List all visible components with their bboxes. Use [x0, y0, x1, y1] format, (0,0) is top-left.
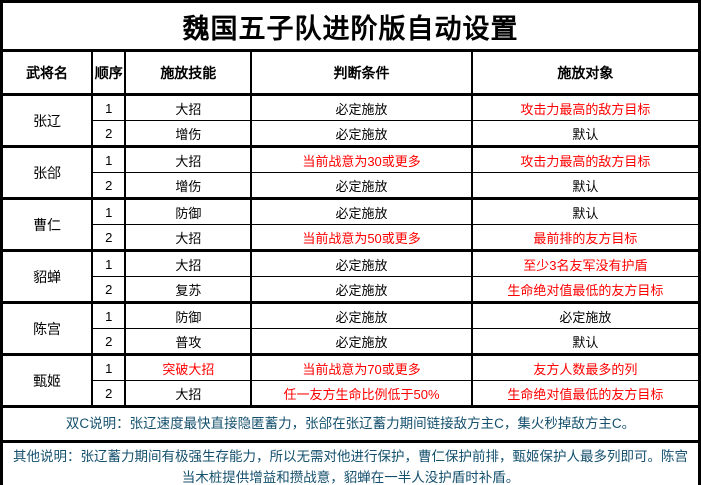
col-header-condition: 判断条件: [250, 49, 473, 96]
order-cell: 1: [91, 301, 127, 329]
target-cell: 友方人数最多的列: [470, 353, 701, 381]
target-cell: 默认: [470, 172, 701, 199]
table-row: 张郃 1 大招 当前战意为30或更多 攻击力最高的敌方目标: [0, 145, 701, 199]
skill-cell: 增伤: [124, 172, 253, 199]
target-cell: 默认: [470, 328, 701, 355]
table-row: 2 大招 当前战意为50或更多 最前排的友方目标: [2, 224, 701, 251]
target-cell: 攻击力最高的敌方目标: [470, 93, 701, 121]
col-header-skill: 施放技能: [124, 49, 253, 96]
general-name: 曹仁: [0, 197, 94, 251]
column-header-row: 武将名 顺序 施放技能 判断条件 施放对象: [0, 49, 701, 96]
table-row: 2 复苏 必定施放 生命绝对值最低的友方目标: [2, 276, 701, 303]
target-cell: 最前排的友方目标: [470, 224, 701, 251]
table-row: 2 增伤 必定施放 默认: [2, 172, 701, 199]
note-double-c-text: 双C说明：张辽速度最快直接隐匿蓄力，张郃在张辽蓄力期间链接敌方主C，集火秒掉敌方…: [0, 405, 701, 443]
target-cell: 必定施放: [470, 301, 701, 329]
note-row-double-c: 双C说明：张辽速度最快直接隐匿蓄力，张郃在张辽蓄力期间链接敌方主C，集火秒掉敌方…: [0, 405, 701, 443]
order-cell: 2: [91, 120, 127, 147]
note-other-text: 其他说明：张辽蓄力期间有极强生存能力，所以无需对他进行保护，曹仁保护前排，甄姬保…: [0, 440, 701, 485]
table-row: 2 普攻 必定施放 默认: [2, 328, 701, 355]
condition-cell: 必定施放: [250, 249, 473, 277]
condition-cell: 当前战意为50或更多: [250, 224, 473, 251]
condition-cell: 当前战意为30或更多: [250, 145, 473, 173]
table-row: 2 大招 任一友方生命比例低于50% 生命绝对值最低的友方目标: [2, 380, 701, 407]
target-cell: 默认: [470, 120, 701, 147]
skill-cell: 普攻: [124, 328, 253, 355]
skill-cell: 大招: [124, 224, 253, 251]
target-cell: 至少3名友军没有护盾: [470, 249, 701, 277]
table-row: 陈宫 1 防御 必定施放 必定施放: [0, 301, 701, 355]
order-cell: 1: [91, 249, 127, 277]
order-cell: 1: [91, 197, 127, 225]
skill-cell: 增伤: [124, 120, 253, 147]
target-cell: 生命绝对值最低的友方目标: [470, 276, 701, 303]
condition-cell: 必定施放: [250, 172, 473, 199]
skill-cell: 防御: [124, 301, 253, 329]
table-row: 2 增伤 必定施放 默认: [2, 120, 701, 147]
order-cell: 1: [91, 145, 127, 173]
condition-cell: 必定施放: [250, 301, 473, 329]
condition-cell: 当前战意为70或更多: [250, 353, 473, 381]
table-row: 甄姬 1 突破大招 当前战意为70或更多 友方人数最多的列: [0, 353, 701, 407]
order-cell: 2: [91, 276, 127, 303]
skill-cell: 大招: [124, 93, 253, 121]
general-name: 陈宫: [0, 301, 94, 355]
skill-cell: 大招: [124, 380, 253, 407]
table-row: 曹仁 1 防御 必定施放 默认: [0, 197, 701, 251]
condition-cell: 必定施放: [250, 276, 473, 303]
target-cell: 生命绝对值最低的友方目标: [470, 380, 701, 407]
skill-cell: 大招: [124, 249, 253, 277]
skill-cell: 突破大招: [124, 353, 253, 381]
skill-cell: 大招: [124, 145, 253, 173]
condition-cell: 必定施放: [250, 93, 473, 121]
skill-cell: 复苏: [124, 276, 253, 303]
page-title: 魏国五子队进阶版自动设置: [0, 0, 701, 52]
order-cell: 1: [91, 93, 127, 121]
col-header-general-name: 武将名: [0, 49, 94, 96]
table-row: 张辽 1 大招 必定施放 攻击力最高的敌方目标: [0, 93, 701, 147]
general-name: 张辽: [0, 93, 94, 147]
general-name: 张郃: [0, 145, 94, 199]
condition-cell: 必定施放: [250, 197, 473, 225]
order-cell: 1: [91, 353, 127, 381]
order-cell: 2: [91, 328, 127, 355]
order-cell: 2: [91, 172, 127, 199]
note-row-other: 其他说明：张辽蓄力期间有极强生存能力，所以无需对他进行保护，曹仁保护前排，甄姬保…: [0, 440, 701, 485]
col-header-target: 施放对象: [470, 49, 701, 96]
skill-cell: 防御: [124, 197, 253, 225]
order-cell: 2: [91, 380, 127, 407]
col-header-order: 顺序: [91, 49, 127, 96]
general-name: 貂蝉: [0, 249, 94, 303]
condition-cell: 必定施放: [250, 120, 473, 147]
target-cell: 默认: [470, 197, 701, 225]
order-cell: 2: [91, 224, 127, 251]
condition-cell: 任一友方生命比例低于50%: [250, 380, 473, 407]
condition-cell: 必定施放: [250, 328, 473, 355]
table-row: 貂蝉 1 大招 必定施放 至少3名友军没有护盾: [0, 249, 701, 303]
title-row: 魏国五子队进阶版自动设置: [0, 0, 701, 52]
target-cell: 攻击力最高的敌方目标: [470, 145, 701, 173]
general-name: 甄姬: [0, 353, 94, 407]
